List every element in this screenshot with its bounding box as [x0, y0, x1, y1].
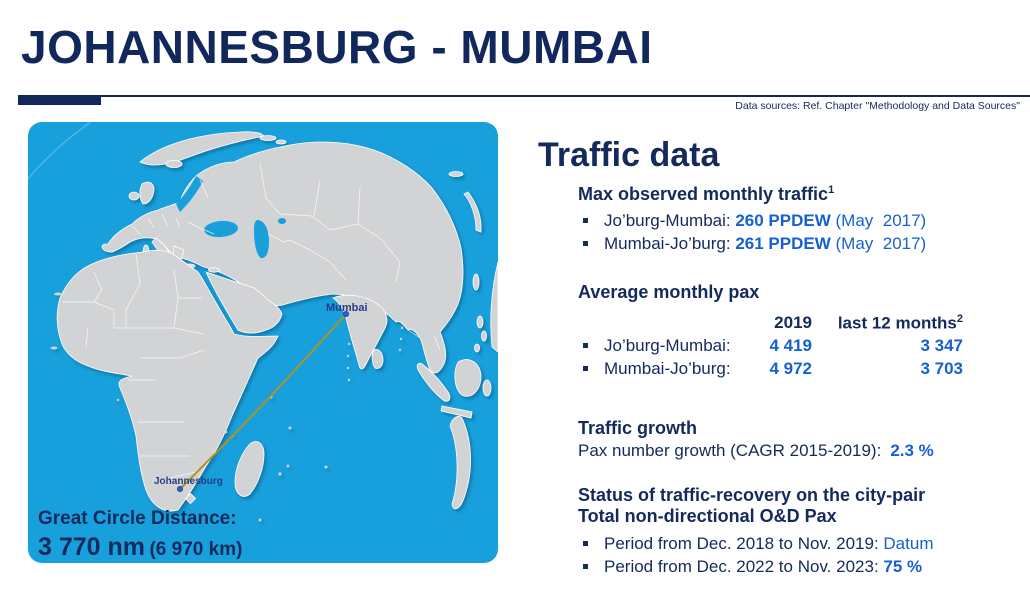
ppdew-value: 260 PPDEW	[735, 211, 831, 230]
period-label: Period from Dec. 2022 to Nov. 2023:	[604, 557, 879, 576]
route-label: Mumbai-Jo’burg:	[604, 359, 731, 378]
bullet-square	[583, 564, 588, 569]
route-label: Jo’burg-Mumbai:	[604, 336, 731, 355]
pax-2019-value: 4 972	[769, 359, 812, 378]
col-header-12mo-text: last 12 months	[837, 313, 957, 333]
recovery-heading: Status of traffic-recovery on the city-p…	[578, 485, 926, 505]
gcd-value-km: (6 970 km)	[149, 539, 243, 560]
col-header-2019: 2019	[774, 313, 812, 332]
pax-12mo-value: 3 347	[920, 336, 963, 355]
johannesburg-marker	[176, 485, 183, 492]
month-note: (May 2017)	[835, 234, 927, 253]
gcd-label: Great Circle Distance:	[38, 508, 237, 529]
max-traffic-heading-text: Max observed monthly traffic	[578, 184, 829, 204]
col-header-12mo: last 12 months2	[578, 313, 963, 334]
route-label: Mumbai-Jo’burg:	[604, 234, 731, 253]
footnote-1-sup: 1	[828, 184, 835, 196]
johannesburg-label: Johannesburg	[154, 476, 223, 487]
mumbai-marker	[342, 310, 349, 317]
footnote-2-sup: 2	[956, 313, 963, 325]
ppdew-value: 261 PPDEW	[735, 234, 831, 253]
month-note: (May 2017)	[835, 211, 927, 230]
header-divider-line	[18, 95, 1030, 97]
traffic-growth-line: Pax number growth (CAGR 2015-2019): 2.3 %	[578, 441, 934, 461]
max-traffic-heading: Max observed monthly traffic1	[578, 184, 834, 205]
avg-pax-heading: Average monthly pax	[578, 282, 760, 302]
bullet-square	[583, 218, 588, 223]
bullet-square	[583, 541, 588, 546]
world-map-svg: Mumbai Johannesburg	[28, 122, 498, 522]
period-label: Period from Dec. 2018 to Nov. 2019:	[604, 534, 879, 553]
route-line	[179, 313, 347, 490]
header-divider-block	[18, 95, 101, 105]
pax-2019-value: 4 419	[769, 336, 812, 355]
recovery-subheading: Total non-directional O&D Pax	[578, 506, 837, 526]
recovery-row-1: Period from Dec. 2018 to Nov. 2019: Datu…	[578, 534, 1030, 557]
great-circle-distance: Great Circle Distance: 3 770 nm (6 970 k…	[38, 508, 242, 562]
traffic-data-heading: Traffic data	[538, 136, 720, 174]
avg-pax-row-2: Mumbai-Jo’burg: 4 972 3 703	[578, 359, 1030, 382]
pax-12mo-value: 3 703	[920, 359, 963, 378]
data-sources-note: Data sources: Ref. Chapter "Methodology …	[735, 100, 1020, 112]
recovery-value-datum: Datum	[883, 534, 934, 553]
page-title: JOHANNESBURG - MUMBAI	[21, 21, 653, 73]
lesotho-outline	[184, 492, 197, 505]
avg-pax-table-header: 2019 last 12 months2	[578, 313, 1030, 336]
bullet-square	[583, 241, 588, 246]
bullet-square	[583, 366, 588, 371]
growth-label: Pax number growth (CAGR 2015-2019):	[578, 441, 882, 460]
route-label: Jo’burg-Mumbai:	[604, 211, 731, 230]
traffic-growth-heading: Traffic growth	[578, 418, 698, 438]
globe-edge-arc	[28, 122, 93, 180]
max-traffic-row-1: Jo’burg-Mumbai: 260 PPDEW (May 2017)	[578, 211, 1030, 234]
recovery-row-2: Period from Dec. 2022 to Nov. 2023: 75 %	[578, 557, 1030, 580]
recovery-value-percent: 75 %	[883, 557, 923, 576]
country-borders	[62, 163, 441, 483]
max-traffic-row-2: Mumbai-Jo’burg: 261 PPDEW (May 2017)	[578, 234, 1030, 257]
bullet-square	[583, 343, 588, 348]
route-map: Mumbai Johannesburg	[28, 122, 498, 563]
landmasses	[50, 131, 498, 522]
avg-pax-row-1: Jo’burg-Mumbai: 4 419 3 347	[578, 336, 1030, 359]
cagr-value: 2.3 %	[890, 441, 934, 460]
gcd-value-nm: 3 770 nm	[38, 533, 146, 561]
mumbai-label: Mumbai	[326, 302, 368, 314]
